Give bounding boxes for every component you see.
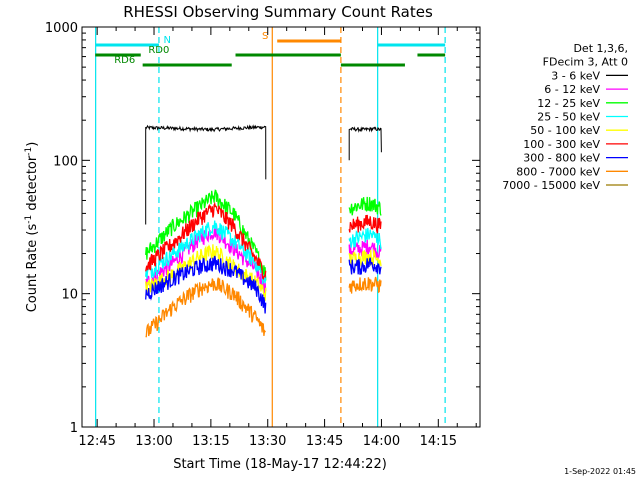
flag-label-rd0: RD0 <box>148 45 169 56</box>
legend-label-2: 12 - 25 keV <box>537 97 600 110</box>
y-tick-label-3: 1000 <box>45 21 78 36</box>
x-axis: 12:45 13:00 13:15 13:30 13:45 14:00 14:15 <box>78 27 477 449</box>
series-4-segment-1 <box>348 248 382 268</box>
series-2-segment-0 <box>145 189 267 281</box>
x-tick-label-1: 13:00 <box>135 434 172 449</box>
series-3-segment-1 <box>348 227 382 250</box>
legend-header-1: FDecim 3, Att 0 <box>543 56 628 69</box>
flag-label-n: N <box>163 35 170 46</box>
flag-label-s: S <box>262 31 268 42</box>
plot-frame <box>81 26 481 428</box>
legend-label-6: 300 - 800 keV <box>523 152 600 165</box>
series-2-segment-1 <box>348 196 382 216</box>
flag-label-rd6: RD6 <box>114 55 135 66</box>
x-tick-label-6: 14:15 <box>420 434 457 449</box>
y-axis-label: Count Rate (s-1 detector-1) <box>24 142 40 313</box>
x-tick-label-5: 14:00 <box>363 434 400 449</box>
series-6-segment-1 <box>348 257 382 275</box>
y-axis: 1 10 100 1000 <box>45 21 480 436</box>
series-7-segment-1 <box>348 276 382 294</box>
x-tick-label-2: 13:15 <box>192 434 229 449</box>
series-5-segment-1 <box>348 214 382 234</box>
legend-label-3: 25 - 50 keV <box>537 111 600 124</box>
y-tick-label-2: 100 <box>53 154 78 169</box>
x-axis-label: Start Time (18-May-17 12:44:22) <box>173 457 387 472</box>
series-7-segment-0 <box>145 277 266 338</box>
legend-label-0: 3 - 6 keV <box>551 69 600 82</box>
x-tick-label-0: 12:45 <box>78 434 115 449</box>
series-layer <box>145 124 382 338</box>
y-tick-label-1: 10 <box>61 288 78 303</box>
series-0-segment-0 <box>145 124 267 225</box>
legend-header-0: Det 1,3,6, <box>573 42 628 55</box>
chart-title: RHESSI Observing Summary Count Rates <box>123 3 433 21</box>
x-tick-label-4: 13:45 <box>306 434 343 449</box>
y-tick-label-0: 1 <box>70 421 78 436</box>
legend-label-1: 6 - 12 keV <box>544 83 600 96</box>
legend-label-7: 800 - 7000 keV <box>516 165 600 178</box>
legend-label-4: 50 - 100 keV <box>530 124 600 137</box>
series-3-segment-0 <box>145 220 267 285</box>
series-5-segment-0 <box>145 201 267 281</box>
legend-label-8: 7000 - 15000 keV <box>502 179 600 192</box>
legend-label-5: 100 - 300 keV <box>523 138 600 151</box>
series-0-segment-1 <box>348 126 382 161</box>
series-1-segment-1 <box>348 239 382 261</box>
vertical-markers <box>95 27 446 427</box>
footer-timestamp: 1-Sep-2022 01:45 <box>564 467 636 476</box>
x-tick-label-3: 13:30 <box>249 434 286 449</box>
series-6-segment-0 <box>145 255 267 314</box>
